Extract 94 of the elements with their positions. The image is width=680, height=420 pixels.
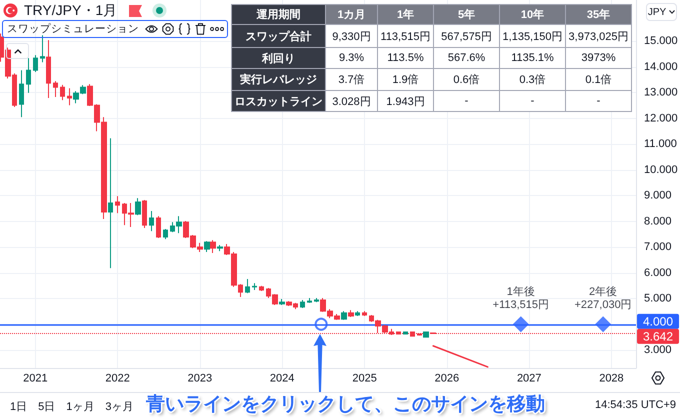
- candlestick: [67, 88, 72, 106]
- y-axis-title: JPY: [648, 6, 666, 18]
- x-tick-label: 2024: [270, 372, 294, 384]
- candlestick: [33, 54, 38, 73]
- y-tick-label: 15.000: [644, 35, 678, 48]
- text: 3.028円: [332, 96, 371, 108]
- text: 0.6倍: [453, 74, 480, 86]
- candlestick: [53, 80, 58, 98]
- candlestick: [245, 278, 250, 294]
- text: 9,330円: [332, 30, 371, 42]
- y-tick-label: 8.000: [644, 215, 672, 228]
- text: 1ヶ月: [66, 400, 94, 414]
- text: 1日: [10, 400, 28, 414]
- y-tick-label: 14.000: [644, 60, 678, 73]
- x-tick-label: 2023: [188, 372, 212, 384]
- y-tick-label: 7.000: [644, 241, 672, 254]
- category-label: スワップ合計: [246, 30, 312, 42]
- text: 青いラインをクリックして、このサインを移動: [146, 393, 545, 416]
- data-label: 1年後 +113,515円: [492, 286, 550, 311]
- text: 567.6%: [448, 52, 486, 64]
- x-tick-label: 2027: [516, 372, 542, 384]
- candlestick: [149, 210, 154, 232]
- candlestick: [362, 310, 367, 317]
- x-tick-label: 2021: [23, 372, 48, 384]
- y-tick-label: 9.000: [644, 190, 672, 202]
- candlestick: [259, 285, 264, 292]
- text: -: [464, 95, 468, 107]
- category-label: 利回り: [262, 52, 295, 64]
- ref-line-label: 3.642: [643, 329, 674, 344]
- candlestick: [19, 70, 24, 118]
- text: 3,973,025円: [568, 30, 628, 42]
- category-label: ロスカットライン: [234, 96, 322, 108]
- text: 3ヶ月: [105, 400, 134, 414]
- candlestick: [423, 330, 429, 338]
- text: 1135.1%: [511, 52, 554, 64]
- text: 113,515円: [380, 30, 430, 42]
- category-label: 1年: [378, 4, 434, 24]
- candlestick: [210, 240, 216, 254]
- text: 3973%: [581, 52, 616, 64]
- candlestick: [163, 228, 168, 240]
- text: 運用期間: [232, 4, 326, 24]
- category-label: 実行レバレッジ: [240, 74, 317, 86]
- candlestick: [115, 196, 120, 214]
- candlestick: [26, 58, 31, 94]
- data-label: 2年後 +227,030円: [574, 286, 632, 311]
- candlestick: [403, 330, 408, 336]
- text: 3.7倍: [338, 74, 365, 86]
- candlestick: [300, 300, 305, 309]
- x-tick-label: 2025: [352, 372, 377, 384]
- text: -: [596, 95, 600, 107]
- candlestick: [60, 84, 65, 101]
- text: -: [530, 95, 534, 107]
- chart-title: TRY/JPY・1月: [24, 2, 118, 20]
- text: 1,135,150円: [502, 30, 562, 42]
- toolbar: スワップシミュレーション: [2, 20, 228, 38]
- candlestick: [355, 310, 360, 317]
- x-tick-label: 2028: [599, 372, 624, 384]
- candlestick: [279, 298, 285, 306]
- candlestick: [348, 310, 354, 318]
- text: 0.1倍: [585, 74, 612, 86]
- text: 0.3倍: [519, 74, 546, 86]
- candlestick: [142, 199, 147, 229]
- candlestick: [341, 310, 347, 320]
- text: 1.943円: [386, 96, 425, 108]
- candlestick: [135, 198, 141, 216]
- y-tick-label: 12.000: [644, 112, 678, 124]
- category-label: 10年: [500, 4, 566, 24]
- candlestick: [217, 244, 223, 252]
- candlestick: [307, 298, 312, 304]
- candlestick: [204, 240, 210, 252]
- candlestick: [40, 34, 45, 63]
- text: 9.3%: [338, 52, 364, 64]
- text: 1.9倍: [392, 74, 419, 86]
- candlestick: [252, 282, 257, 291]
- category-label: 5年: [434, 4, 500, 24]
- text: 113.5%: [387, 52, 424, 64]
- category-label: 1カ月: [326, 4, 378, 24]
- candlestick: [314, 298, 319, 303]
- x-tick-label: 2026: [434, 372, 460, 384]
- category-label: 35年: [566, 4, 632, 24]
- y-tick-label: 3.000: [644, 344, 672, 356]
- y-tick-label: 5.000: [644, 292, 672, 305]
- x-tick-label: 2022: [105, 372, 130, 384]
- candlestick: [108, 138, 113, 269]
- text: 567,575円: [441, 30, 492, 42]
- y-tick-label: 6.000: [644, 266, 672, 279]
- y-tick-label: 11.000: [644, 138, 677, 150]
- ref-line-label: 4.000: [643, 314, 674, 328]
- candlestick: [46, 40, 51, 99]
- text: 14:54:35 UTC+9: [594, 399, 676, 411]
- y-tick-label: 13.000: [644, 86, 678, 99]
- y-tick-label: 10.000: [644, 164, 678, 176]
- text: 5日: [38, 400, 56, 414]
- candlestick: [156, 216, 161, 239]
